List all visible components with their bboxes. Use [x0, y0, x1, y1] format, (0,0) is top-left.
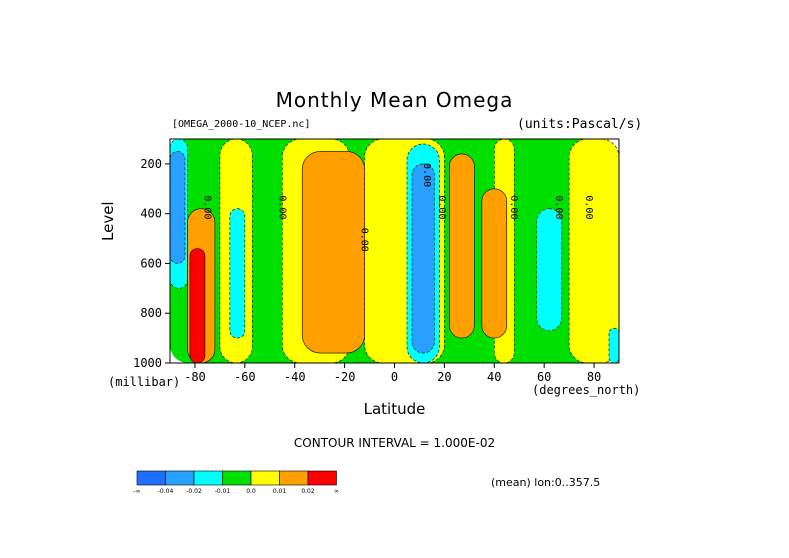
contour-region: [170, 151, 186, 264]
x-tick-label: -60: [234, 370, 256, 384]
x-tick-label: 0: [391, 370, 398, 384]
y-tick-label: 600: [140, 256, 162, 270]
contour-label: 0.00: [276, 195, 287, 219]
x-tick-label: 80: [587, 370, 601, 384]
colorbar: -∞ -0.04 -0.02 -0.01 0.0 0.01 0.02 ∞: [133, 470, 339, 495]
contour-region: [449, 153, 475, 339]
contour-label: 0.00: [508, 195, 519, 219]
contour-label: 0.00: [421, 163, 432, 187]
contour-label-layer: 0.00 0.00 0.00 0.00 0.00 0.00 0.00 0.00: [201, 163, 594, 252]
colorbar-label: 0.02: [301, 488, 315, 495]
contour-label: 0.00: [201, 195, 212, 219]
colorbar-swatch: [250, 470, 280, 486]
contour-region: [481, 188, 508, 339]
contour-label: 0.00: [436, 195, 447, 219]
colorbar-swatch: [279, 470, 309, 486]
x-axis: -80 -60 -40 -20 0 20 40 60 80: [184, 363, 601, 384]
x-tick-label: 20: [437, 370, 451, 384]
colorbar-label: -0.01: [215, 488, 231, 495]
contour-region: [301, 151, 365, 354]
chart-title: Monthly Mean Omega: [275, 88, 514, 112]
y-tick-label: 200: [140, 157, 162, 171]
y-axis-unit: (millibar): [108, 375, 181, 389]
contour-label: 0.00: [583, 195, 594, 219]
colorbar-swatch: [165, 470, 195, 486]
y-tick-label: 1000: [133, 356, 162, 370]
contour-label: 0.00: [553, 195, 564, 219]
y-tick-label: 800: [140, 306, 162, 320]
units-label: (units:Pascal/s): [517, 117, 643, 132]
contour-fill-layer: [170, 139, 619, 363]
contour-region: [411, 163, 435, 354]
y-axis: 200 400 600 800 1000: [133, 157, 170, 370]
x-tick-label: -20: [334, 370, 356, 384]
x-tick-label: 60: [537, 370, 551, 384]
colorbar-swatch: [136, 470, 166, 486]
colorbar-label: ∞: [334, 488, 339, 495]
colorbar-label: 0.01: [273, 488, 287, 495]
colorbar-label: -0.04: [158, 488, 174, 495]
colorbar-label: -0.02: [186, 488, 202, 495]
contour-label: 0.00: [359, 228, 370, 252]
x-axis-title-row: Latitude: [0, 400, 789, 418]
colorbar-swatch: [307, 470, 337, 486]
contour-region: [536, 208, 562, 331]
x-axis-unit: (degrees_north): [532, 383, 641, 397]
colorbar-swatch: [193, 470, 223, 486]
averaging-info: (mean) lon:0..357.5: [491, 476, 601, 489]
contour-region: [229, 208, 246, 339]
y-tick-label: 400: [140, 207, 162, 221]
x-tick-label: -40: [284, 370, 306, 384]
x-axis-title: Latitude: [363, 400, 426, 418]
contour-region: [608, 327, 619, 363]
y-axis-title: Level: [99, 201, 117, 241]
colorbar-label: 0.0: [246, 488, 256, 495]
contour-interval-label: CONTOUR INTERVAL = 1.000E-02: [293, 436, 496, 450]
x-tick-label: -80: [184, 370, 206, 384]
x-tick-label: 40: [487, 370, 501, 384]
contour-interval-row: CONTOUR INTERVAL = 1.000E-02: [0, 436, 789, 450]
colorbar-swatch: [222, 470, 252, 486]
contour-region: [189, 248, 206, 363]
colorbar-label: -∞: [133, 488, 140, 495]
dataset-filename: [OMEGA_2000-10_NCEP.nc]: [172, 119, 311, 130]
